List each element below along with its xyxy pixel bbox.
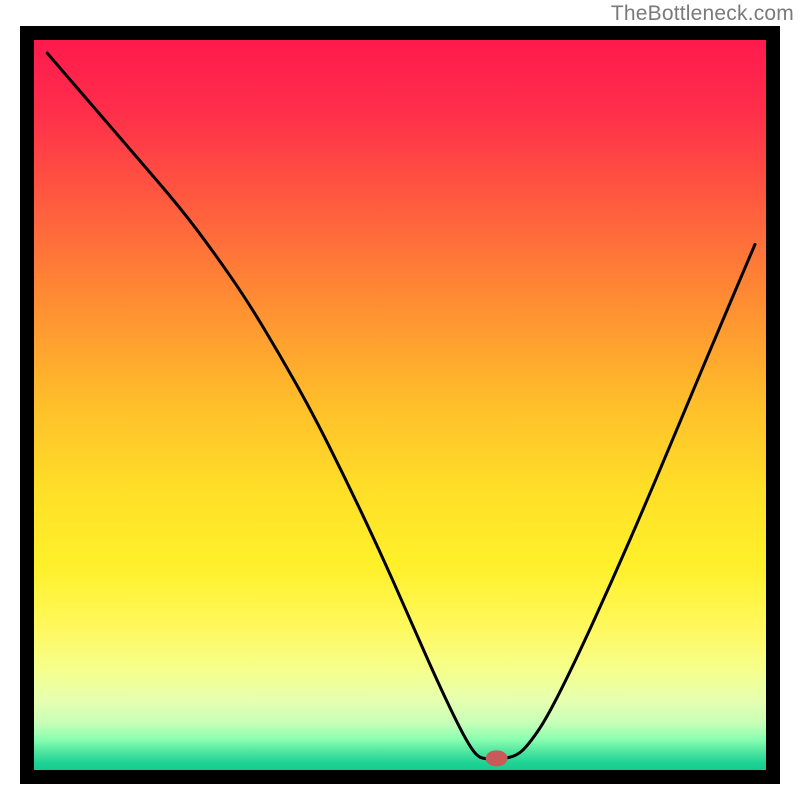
- plot-gradient-area: [34, 40, 766, 770]
- optimal-marker: [486, 750, 508, 766]
- bottleneck-curve-chart: [0, 0, 800, 800]
- chart-root: { "watermark": "TheBottleneck.com", "plo…: [0, 0, 800, 800]
- watermark-text: TheBottleneck.com: [611, 0, 794, 28]
